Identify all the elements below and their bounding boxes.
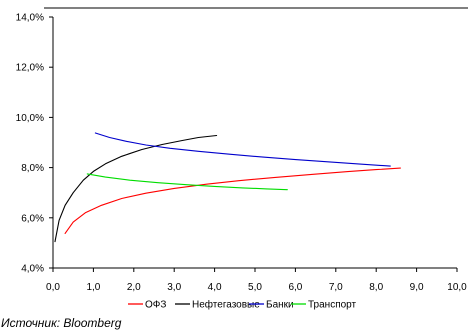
y-tick-label: 4,0% bbox=[21, 264, 44, 275]
y-tick-label: 6,0% bbox=[21, 213, 44, 224]
legend-label-1: Нефтегазовые bbox=[192, 299, 260, 311]
x-tick-label: 7,0 bbox=[329, 282, 343, 293]
x-tick-label: 0,0 bbox=[46, 282, 60, 293]
x-tick-label: 10,0 bbox=[447, 282, 467, 293]
series-lines bbox=[54, 132, 401, 243]
axes bbox=[52, 17, 457, 269]
y-tick-label: 10,0% bbox=[16, 113, 44, 124]
legend: ОФЗ Нефтегазовые Банки Транспорт bbox=[128, 299, 357, 311]
series-line-0 bbox=[64, 167, 401, 234]
x-tick-label: 8,0 bbox=[369, 282, 383, 293]
source-note: Источник: Bloomberg bbox=[1, 316, 122, 330]
series-line-3 bbox=[86, 173, 288, 191]
x-tick-label: 9,0 bbox=[410, 282, 424, 293]
x-tick-label: 1,0 bbox=[86, 282, 100, 293]
x-tick-label: 5,0 bbox=[248, 282, 262, 293]
y-axis-ticks: 4,0% 6,0% 8,0% 10,0% 12,0% 14,0% bbox=[16, 13, 53, 275]
legend-label-2: Банки bbox=[266, 300, 294, 311]
y-tick-label: 8,0% bbox=[21, 163, 44, 174]
x-axis-ticks: 0,0 1,0 2,0 3,0 4,0 5,0 6,0 7,0 8,0 9,0 10,0 bbox=[46, 268, 467, 293]
legend-label-0: ОФЗ bbox=[145, 300, 166, 311]
series-line-1 bbox=[54, 134, 218, 243]
y-tick-label: 14,0% bbox=[16, 13, 44, 24]
legend-label-3: Транспорт bbox=[308, 300, 357, 311]
y-tick-label: 12,0% bbox=[16, 63, 44, 74]
x-tick-label: 6,0 bbox=[288, 282, 302, 293]
x-tick-label: 4,0 bbox=[208, 282, 222, 293]
x-tick-label: 2,0 bbox=[127, 282, 141, 293]
x-tick-label: 3,0 bbox=[167, 282, 181, 293]
series-line-2 bbox=[94, 132, 391, 167]
